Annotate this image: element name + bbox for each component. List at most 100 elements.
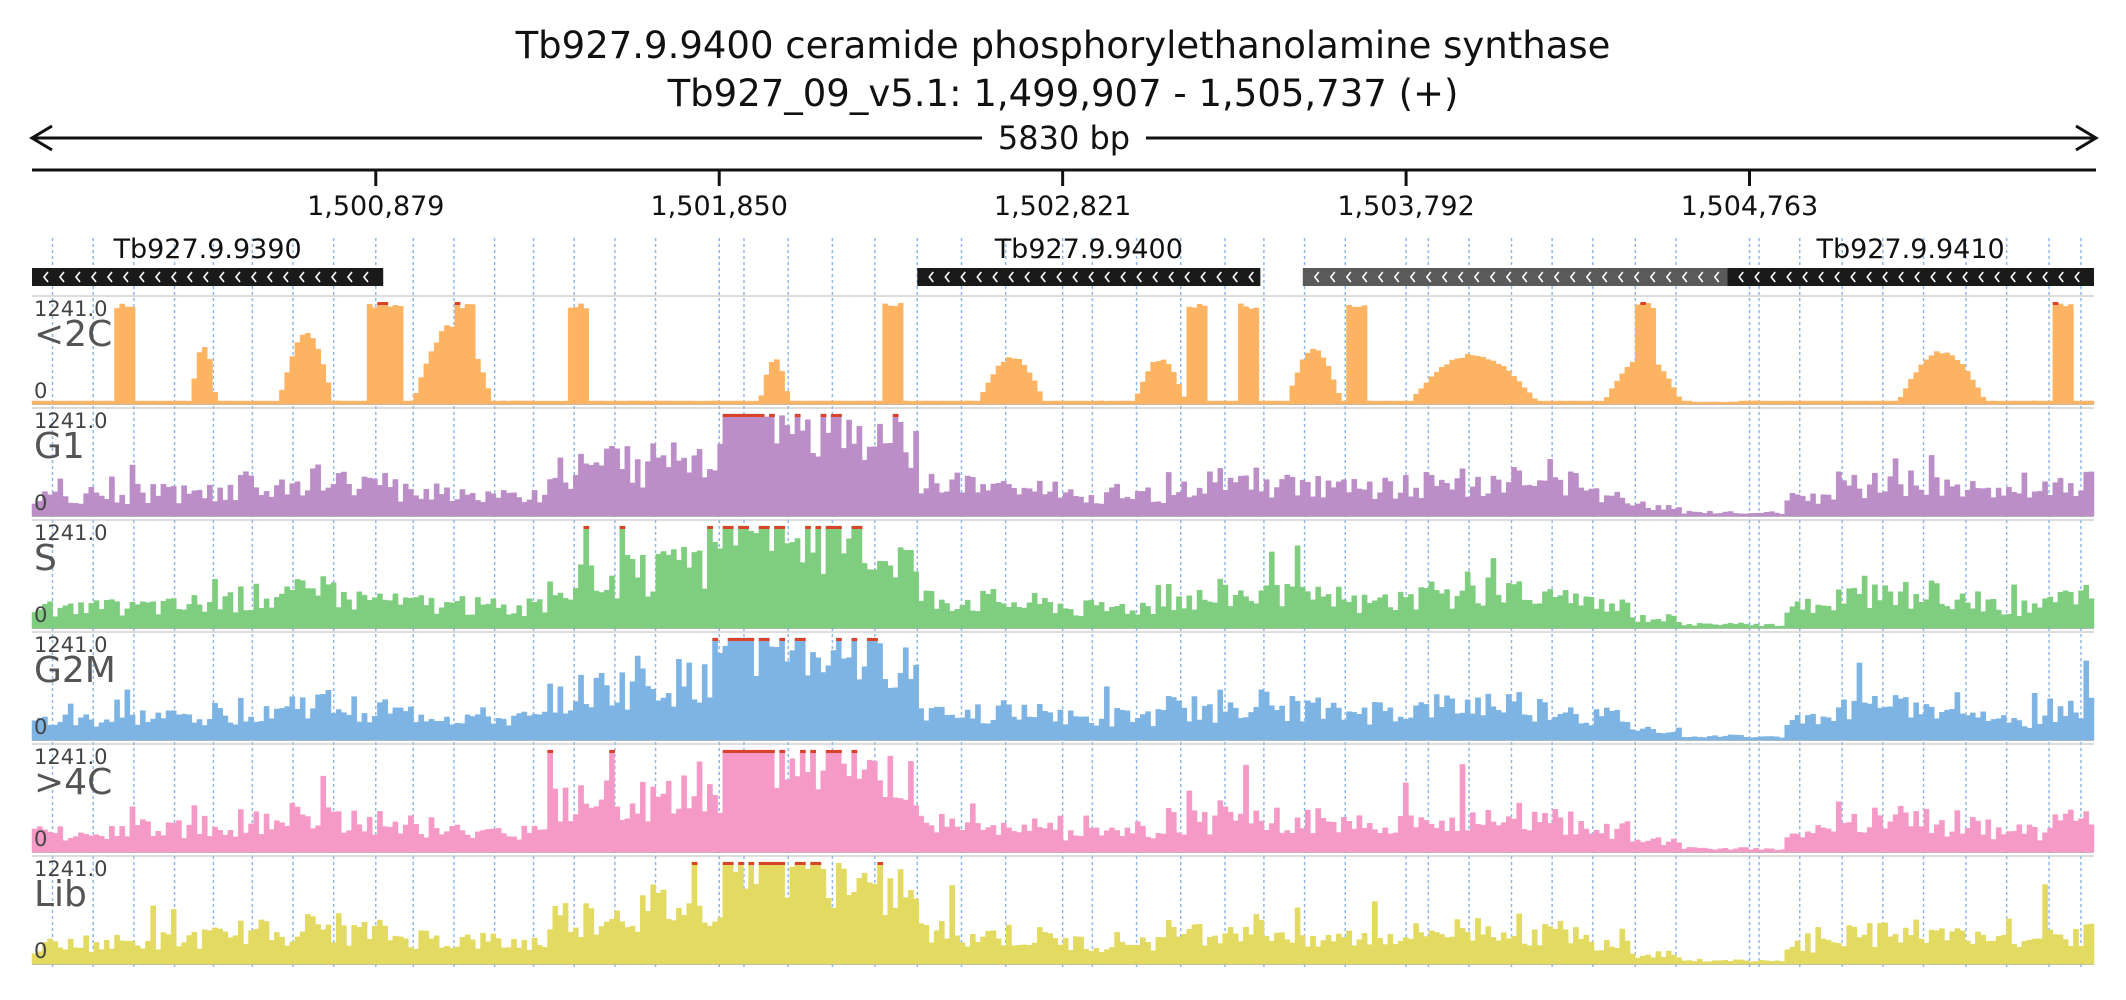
- strand-arrow-icon: [74, 271, 81, 283]
- strand-arrow-icon: [1633, 271, 1640, 283]
- coverage-area: [31, 525, 2095, 629]
- clip-marker: [774, 862, 780, 865]
- length-ruler: 5830 bp: [29, 119, 2099, 157]
- tick-label: 1,501,850: [651, 191, 788, 222]
- clip-marker: [758, 638, 765, 641]
- clip-marker: [836, 414, 842, 417]
- strand-arrow-icon: [1537, 271, 1544, 283]
- strand-arrow-icon: [2026, 271, 2032, 283]
- ruler-arrow-right-icon: [2075, 124, 2099, 152]
- strand-arrow-icon: [1232, 271, 1238, 283]
- coverage-area: [31, 861, 2095, 965]
- clip-marker: [738, 526, 744, 529]
- strand-arrow-icon: [1200, 271, 1206, 283]
- clip-marker: [825, 526, 832, 529]
- clip-marker: [769, 862, 775, 865]
- clip-marker: [748, 862, 755, 865]
- strand-arrow-icon: [42, 271, 49, 283]
- strand-arrow-icon: [1713, 271, 1720, 283]
- strand-arrow-icon: [1754, 271, 1760, 283]
- strand-arrow-icon: [1168, 271, 1174, 283]
- gene-bar: [1727, 268, 2094, 286]
- strand-arrow-icon: [1994, 271, 2000, 283]
- clip-marker: [727, 414, 734, 417]
- strand-arrow-icon: [1569, 271, 1576, 283]
- strand-arrow-icon: [1088, 271, 1094, 283]
- strand-arrow-icon: [1802, 271, 1808, 283]
- clip-marker: [727, 750, 734, 753]
- clip-marker: [831, 414, 837, 417]
- strand-arrow-icon: [1361, 271, 1368, 283]
- strand-arrow-icon: [1008, 271, 1014, 283]
- strand-arrow-icon: [138, 271, 145, 283]
- gene-bar: [1302, 268, 1728, 286]
- gene-strand-arrows: [42, 271, 369, 283]
- clip-marker: [825, 750, 832, 753]
- strand-arrow-icon: [298, 271, 305, 283]
- clip-marker: [764, 750, 770, 753]
- strand-arrow-icon: [170, 271, 177, 283]
- strand-arrow-icon: [1409, 271, 1416, 283]
- chart-title: Tb927.9.9400 ceramide phosphorylethanola…: [515, 24, 1611, 67]
- strand-arrow-icon: [928, 271, 934, 283]
- clip-marker: [743, 414, 750, 417]
- gene-track: Tb927.9.9390 Tb927.9.9400 Tb927.9.9410: [32, 234, 2094, 286]
- clip-marker: [712, 638, 719, 641]
- clip-marker: [758, 526, 765, 529]
- clip-marker: [779, 638, 786, 641]
- y-min-label: 0: [34, 939, 47, 963]
- clip-marker: [856, 526, 863, 529]
- strand-arrow-icon: [1393, 271, 1400, 283]
- strand-arrow-icon: [106, 271, 113, 283]
- clip-marker: [733, 750, 739, 753]
- strand-arrow-icon: [1136, 271, 1142, 283]
- clip-marker: [1640, 302, 1647, 305]
- clip-marker: [815, 862, 822, 865]
- y-min-label: 0: [34, 715, 47, 739]
- strand-arrow-icon: [1473, 271, 1480, 283]
- clip-marker: [758, 862, 765, 865]
- strand-arrow-icon: [1866, 271, 1872, 283]
- clip-marker: [738, 638, 744, 641]
- strand-arrow-icon: [992, 271, 998, 283]
- clip-marker: [722, 414, 729, 417]
- clip-marker: [851, 526, 858, 529]
- clip-marker: [619, 526, 626, 529]
- strand-arrow-icon: [960, 271, 966, 283]
- strand-arrow-icon: [1882, 271, 1888, 283]
- ruler-arrow-left-icon: [29, 124, 53, 152]
- track-label: G1: [34, 426, 85, 467]
- track-label: S: [34, 538, 57, 579]
- strand-arrow-icon: [1425, 271, 1432, 283]
- gene-bar: [32, 268, 384, 286]
- y-max-label: 1241.0: [34, 521, 107, 545]
- clip-marker: [820, 414, 827, 417]
- strand-arrow-icon: [1770, 271, 1776, 283]
- strand-arrow-icon: [1978, 271, 1984, 283]
- clip-marker: [733, 638, 739, 641]
- gene-strand-arrows: [928, 271, 1254, 283]
- y-min-label: 0: [34, 491, 47, 515]
- clip-marker: [733, 414, 739, 417]
- strand-arrow-icon: [1024, 271, 1030, 283]
- strand-arrow-icon: [346, 271, 353, 283]
- strand-arrow-icon: [1505, 271, 1512, 283]
- clip-marker: [836, 638, 842, 641]
- strand-arrow-icon: [1313, 271, 1320, 283]
- clip-marker: [609, 750, 616, 753]
- strand-arrow-icon: [1834, 271, 1840, 283]
- strand-arrow-icon: [154, 271, 161, 283]
- clip-marker: [794, 414, 801, 417]
- strand-arrow-icon: [2074, 271, 2080, 283]
- strand-arrow-icon: [1072, 271, 1078, 283]
- coverage-area: [31, 749, 2095, 853]
- strand-arrow-icon: [1914, 271, 1920, 283]
- clip-marker: [810, 750, 817, 753]
- clip-marker: [774, 526, 780, 529]
- clip-marker: [779, 862, 786, 865]
